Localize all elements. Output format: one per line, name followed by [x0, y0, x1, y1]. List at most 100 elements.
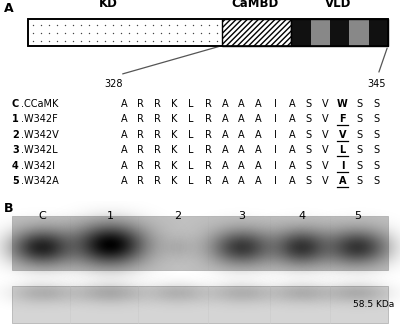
Text: L: L	[339, 145, 346, 155]
Bar	[291, 19, 388, 46]
Text: A: A	[238, 161, 245, 171]
Text: A: A	[222, 145, 228, 155]
Text: R: R	[204, 99, 212, 109]
Text: A: A	[4, 2, 14, 15]
Text: V: V	[322, 130, 329, 140]
Text: A: A	[255, 99, 262, 109]
Text: F: F	[339, 114, 346, 124]
Text: 2: 2	[12, 130, 19, 140]
Text: A: A	[121, 114, 127, 124]
Text: A: A	[222, 161, 228, 171]
Text: A: A	[222, 130, 228, 140]
Text: K: K	[171, 177, 178, 186]
Text: .W342V: .W342V	[21, 130, 58, 140]
Text: L: L	[188, 161, 194, 171]
Text: A: A	[121, 130, 127, 140]
Text: A: A	[289, 177, 295, 186]
Text: A: A	[289, 161, 295, 171]
Text: K: K	[171, 130, 178, 140]
Text: R: R	[154, 145, 161, 155]
Text: R: R	[137, 161, 144, 171]
Bar	[349, 19, 369, 46]
Text: L: L	[188, 114, 194, 124]
Text: A: A	[121, 177, 127, 186]
Text: R: R	[137, 114, 144, 124]
Text: A: A	[222, 99, 228, 109]
Text: R: R	[204, 161, 212, 171]
Text: R: R	[137, 177, 144, 186]
Text: A: A	[289, 130, 295, 140]
Text: 4: 4	[298, 211, 306, 221]
Text: S: S	[373, 161, 379, 171]
Text: A: A	[339, 177, 346, 186]
Text: 345: 345	[368, 79, 386, 89]
Text: R: R	[204, 114, 212, 124]
Text: 1: 1	[12, 114, 19, 124]
Text: S: S	[356, 161, 362, 171]
Text: 3: 3	[12, 145, 19, 155]
Text: A: A	[289, 145, 295, 155]
Text: K: K	[171, 114, 178, 124]
Text: .W342A: .W342A	[21, 177, 58, 186]
Text: VLD: VLD	[325, 0, 351, 10]
Text: A: A	[255, 114, 262, 124]
Text: S: S	[373, 177, 379, 186]
Text: A: A	[238, 130, 245, 140]
Text: CaMBD: CaMBD	[232, 0, 279, 10]
Text: L: L	[188, 177, 194, 186]
Text: S: S	[373, 114, 379, 124]
Text: R: R	[137, 99, 144, 109]
Text: A: A	[238, 145, 245, 155]
Text: S: S	[356, 145, 362, 155]
Text: S: S	[356, 114, 362, 124]
Text: V: V	[322, 161, 329, 171]
Text: A: A	[121, 99, 127, 109]
Text: R: R	[204, 177, 212, 186]
Text: R: R	[154, 177, 161, 186]
Text: A: A	[121, 161, 127, 171]
Bar	[28, 19, 388, 46]
Text: S: S	[373, 145, 379, 155]
Text: B: B	[4, 202, 14, 215]
Text: S: S	[356, 99, 362, 109]
Text: I: I	[274, 145, 277, 155]
Text: S: S	[373, 99, 379, 109]
Bar	[12, 216, 388, 270]
Text: S: S	[306, 130, 312, 140]
Text: S: S	[306, 99, 312, 109]
Text: I: I	[274, 114, 277, 124]
Bar	[310, 19, 330, 46]
Text: A: A	[238, 114, 245, 124]
Text: V: V	[322, 99, 329, 109]
Text: L: L	[188, 145, 194, 155]
Text: R: R	[137, 145, 144, 155]
Text: K: K	[171, 99, 178, 109]
Text: 1: 1	[106, 211, 114, 221]
Text: 4: 4	[12, 161, 19, 171]
Bar	[12, 286, 388, 323]
Text: A: A	[255, 177, 262, 186]
Text: S: S	[356, 177, 362, 186]
Text: I: I	[274, 177, 277, 186]
Bar	[28, 19, 388, 46]
Text: R: R	[204, 145, 212, 155]
Text: 2: 2	[174, 211, 182, 221]
Text: V: V	[339, 130, 346, 140]
Text: V: V	[322, 177, 329, 186]
Text: S: S	[306, 161, 312, 171]
Text: 5: 5	[12, 177, 19, 186]
Text: S: S	[373, 130, 379, 140]
Text: S: S	[306, 114, 312, 124]
Text: A: A	[255, 130, 262, 140]
Text: W: W	[337, 99, 348, 109]
Text: R: R	[204, 130, 212, 140]
Bar	[291, 19, 310, 46]
Text: 58.5 KDa: 58.5 KDa	[353, 300, 394, 309]
Text: S: S	[306, 145, 312, 155]
Text: L: L	[188, 130, 194, 140]
Text: .W342L: .W342L	[21, 145, 58, 155]
Text: C: C	[38, 211, 46, 221]
Text: V: V	[322, 114, 329, 124]
Text: I: I	[341, 161, 344, 171]
Text: 328: 328	[105, 79, 123, 89]
